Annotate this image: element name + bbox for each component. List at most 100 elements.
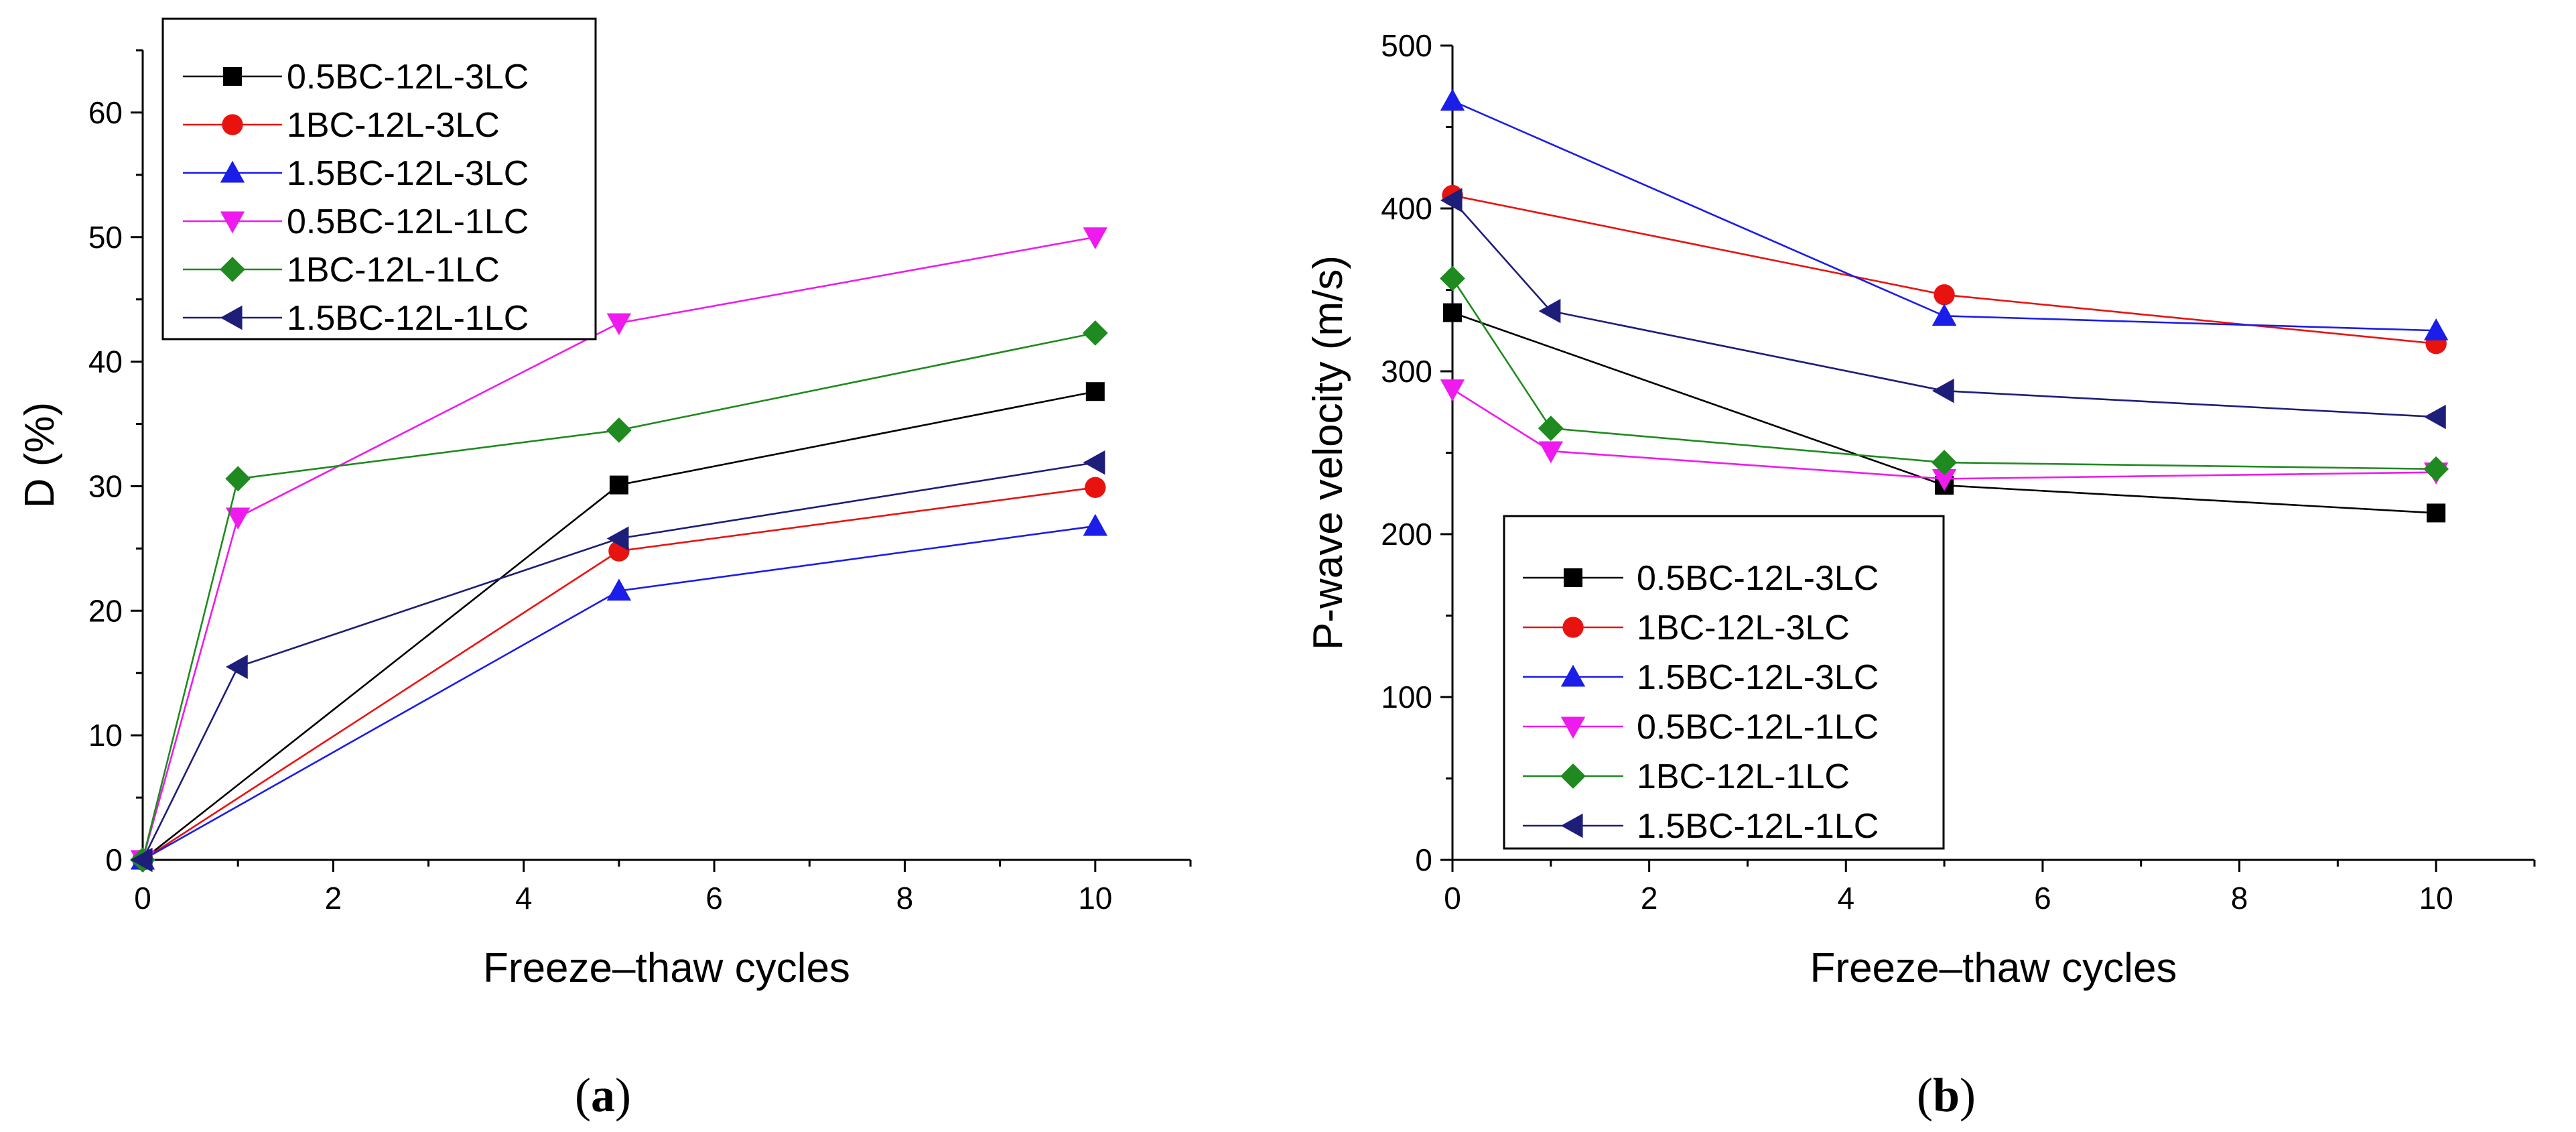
legend-item: 1BC-12L-3LC xyxy=(183,106,500,145)
series-1.5BC-12L-1LC xyxy=(130,450,1105,873)
panel-label-open: ( xyxy=(575,1068,591,1122)
series-line xyxy=(1452,199,2437,418)
y-tick-label: 200 xyxy=(1381,517,1432,552)
x-tick-label: 8 xyxy=(896,881,914,916)
data-point-marker xyxy=(2423,404,2446,430)
data-point-marker xyxy=(606,313,632,336)
y-tick-label: 50 xyxy=(88,220,123,255)
series-line xyxy=(141,332,1096,861)
y-axis-title: D (%) xyxy=(17,402,63,508)
y-tick-label: 0 xyxy=(105,842,123,877)
panel-label-letter: b xyxy=(1933,1068,1960,1122)
x-tick-label: 8 xyxy=(2231,881,2248,916)
legend-label: 1BC-12L-3LC xyxy=(287,106,500,145)
series-line xyxy=(142,525,1095,861)
data-point-marker xyxy=(1082,320,1108,346)
y-tick-label: 40 xyxy=(88,344,123,379)
legend-label: 0.5BC-12L-1LC xyxy=(287,202,529,241)
legend-swatch-marker xyxy=(1560,813,1583,838)
legend-swatch-marker xyxy=(220,160,245,183)
data-point-marker xyxy=(606,578,632,601)
legend-label: 1.5BC-12L-3LC xyxy=(287,154,529,193)
legend-swatch-marker xyxy=(1560,716,1586,739)
y-tick-label: 400 xyxy=(1381,191,1432,226)
data-point-marker xyxy=(606,417,632,443)
legend-swatch-marker xyxy=(223,67,242,86)
x-tick-label: 10 xyxy=(1078,881,1112,916)
data-point-marker xyxy=(225,507,251,530)
panel-label-close: ) xyxy=(1960,1068,1976,1122)
legend-item: 1BC-12L-1LC xyxy=(183,251,500,290)
legend-swatch-marker xyxy=(1562,617,1584,638)
series-line xyxy=(141,461,1096,861)
legend-label: 0.5BC-12L-3LC xyxy=(287,58,529,97)
series-1BC-12L-3LC xyxy=(1442,184,2447,355)
legend-swatch-marker xyxy=(1560,664,1586,687)
y-tick-label: 100 xyxy=(1381,680,1432,714)
legend-label: 0.5BC-12L-3LC xyxy=(1637,559,1879,598)
data-point-marker xyxy=(1538,441,1564,464)
legend-swatch-marker xyxy=(1564,568,1582,587)
legend-item: 0.5BC-12L-1LC xyxy=(183,202,529,241)
data-point-marker xyxy=(225,466,251,492)
x-tick-label: 10 xyxy=(2419,881,2453,916)
series-line xyxy=(1452,388,2437,480)
legend-item: 1BC-12L-3LC xyxy=(1523,609,1850,647)
series-1.5BC-12L-1LC xyxy=(1440,188,2446,430)
series-line xyxy=(141,236,1096,861)
data-point-marker xyxy=(1931,450,1957,475)
data-point-marker xyxy=(1443,303,1462,322)
series-0.5BC-12L-3LC xyxy=(133,382,1105,869)
legend-item: 0.5BC-12L-3LC xyxy=(1523,559,1879,598)
legend-label: 1BC-12L-3LC xyxy=(1637,609,1850,647)
legend-swatch-marker xyxy=(220,211,245,234)
series-1.5BC-12L-3LC xyxy=(1440,88,2449,340)
legend-swatch-marker xyxy=(220,305,243,330)
data-point-marker xyxy=(1085,477,1106,498)
data-point-marker xyxy=(1931,304,1957,326)
legend-label: 1.5BC-12L-1LC xyxy=(1637,807,1879,846)
legend-item: 1.5BC-12L-1LC xyxy=(1523,807,1879,846)
data-point-marker xyxy=(1440,188,1463,213)
legend-item: 1.5BC-12L-3LC xyxy=(183,154,529,193)
data-point-marker xyxy=(606,526,629,551)
legend-item: 1.5BC-12L-1LC xyxy=(183,299,529,338)
data-point-marker xyxy=(1083,227,1108,249)
y-tick-label: 500 xyxy=(1381,28,1432,63)
data-point-marker xyxy=(1538,298,1561,324)
data-point-marker xyxy=(1083,513,1108,536)
legend-label: 1BC-12L-1LC xyxy=(287,251,500,290)
data-point-marker xyxy=(1440,88,1465,111)
panel-label: (a) xyxy=(575,1068,631,1122)
y-axis-title: P-wave velocity (m/s) xyxy=(1305,255,1351,650)
data-point-marker xyxy=(1931,468,1957,491)
legend-label: 0.5BC-12L-1LC xyxy=(1637,708,1879,747)
x-tick-label: 6 xyxy=(2034,881,2051,916)
data-point-marker xyxy=(1440,379,1465,401)
y-tick-label: 300 xyxy=(1381,354,1432,389)
series-1BC-12L-1LC xyxy=(1440,265,2449,482)
data-point-marker xyxy=(225,654,248,680)
data-point-marker xyxy=(1538,416,1564,441)
data-point-marker xyxy=(1934,284,1955,306)
panel-label-letter: a xyxy=(591,1068,615,1122)
data-point-marker xyxy=(2427,503,2446,523)
legend-swatch-marker xyxy=(222,114,243,135)
data-point-marker xyxy=(130,847,153,873)
legend-label: 1.5BC-12L-3LC xyxy=(1637,658,1879,697)
x-tick-label: 2 xyxy=(1641,881,1658,916)
data-point-marker xyxy=(2423,318,2449,340)
panel-label-open: ( xyxy=(1917,1068,1933,1122)
x-axis-title: Freeze–thaw cycles xyxy=(1810,945,2177,991)
legend-swatch-marker xyxy=(1560,763,1586,789)
legend-item: 0.5BC-12L-3LC xyxy=(183,58,529,97)
data-point-marker xyxy=(1085,382,1105,401)
legend: 0.5BC-12L-3LC 1BC-12L-3LC 1.5BC-12L-3LC 0.5… xyxy=(161,17,597,340)
y-tick-label: 30 xyxy=(88,468,123,503)
x-tick-label: 4 xyxy=(1837,881,1854,916)
data-point-marker xyxy=(1083,450,1105,475)
x-tick-label: 4 xyxy=(515,881,533,916)
legend-item: 1BC-12L-1LC xyxy=(1523,757,1850,796)
x-axis-title: Freeze–thaw cycles xyxy=(483,945,850,991)
